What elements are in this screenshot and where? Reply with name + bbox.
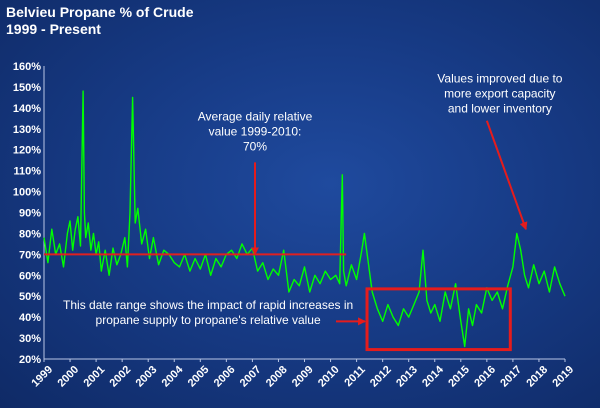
y-tick-label: 50% [19, 291, 41, 303]
highlight-box [365, 287, 512, 352]
x-tick-label: 1999 [29, 364, 55, 390]
chart-title-line-1: Belvieu Propane % of Crude [6, 4, 194, 20]
x-tick-label: 2010 [316, 364, 342, 390]
x-tick-label: 2012 [368, 364, 394, 390]
annotation-text-line: and lower inventory [448, 102, 552, 116]
y-tick-label: 90% [19, 208, 41, 220]
annotation-text-line: more export capacity [444, 87, 555, 101]
x-tick-label: 2011 [342, 364, 367, 389]
x-tick-label: 2003 [134, 364, 160, 390]
y-tick-label: 40% [19, 312, 41, 324]
x-tick-label: 2009 [290, 364, 316, 390]
x-tick-label: 2002 [108, 364, 134, 390]
annotation-date-range: This date range shows the impact of rapi… [63, 298, 367, 327]
x-tick-label: 2005 [186, 364, 212, 390]
y-tick-label: 130% [13, 124, 41, 136]
annotation-text-line: Values improved due to [437, 72, 563, 86]
x-tick-label: 2000 [55, 364, 81, 390]
annotation-text-line: value 1999-2010: [209, 124, 302, 138]
x-tick-label: 2008 [264, 364, 290, 390]
x-tick-label: 2019 [550, 364, 576, 390]
y-tick-label: 20% [19, 354, 41, 366]
x-tick-label: 2001 [82, 364, 108, 390]
y-tick-label: 120% [13, 145, 41, 157]
series-line-0 [43, 90, 566, 348]
x-tick-label: 2016 [472, 364, 498, 390]
annotation-text-line: This date range shows the impact of rapi… [63, 298, 353, 312]
chart-title: Belvieu Propane % of Crude 1999 - Presen… [6, 4, 193, 38]
chart-title-line-2: 1999 - Present [6, 21, 101, 37]
annotation-text-line: 70% [243, 139, 267, 153]
x-tick-label: 2018 [524, 364, 550, 390]
annotation-text-line: propane supply to propane's relative val… [96, 313, 321, 327]
annotation-text-line: Average daily relative [198, 109, 313, 123]
y-tick-label: 70% [19, 249, 41, 261]
x-tick-label: 2014 [420, 363, 446, 389]
x-tick-label: 2017 [498, 364, 524, 390]
y-tick-label: 60% [19, 270, 41, 282]
y-tick-label: 100% [13, 187, 41, 199]
y-tick-label: 110% [13, 166, 41, 178]
x-tick-label: 2004 [160, 363, 186, 389]
y-tick-label: 160% [13, 61, 41, 73]
y-tick-label: 150% [13, 82, 41, 94]
x-tick-label: 2006 [212, 364, 238, 390]
y-tick-label: 80% [19, 228, 41, 240]
x-tick-label: 2013 [394, 364, 420, 390]
x-tick-label: 2007 [238, 364, 264, 390]
x-tick-label: 2015 [446, 364, 472, 390]
annotation-arrow [485, 120, 528, 231]
y-tick-label: 140% [13, 103, 41, 115]
y-tick-label: 30% [19, 333, 41, 345]
